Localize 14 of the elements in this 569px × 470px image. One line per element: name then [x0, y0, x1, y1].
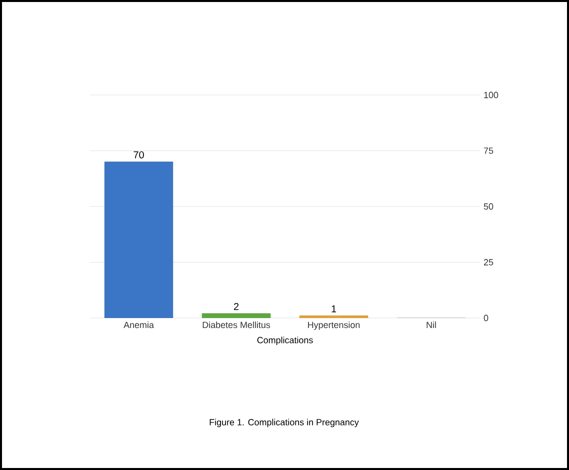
x-tick-label: Anemia	[124, 322, 154, 328]
data-label: 2	[234, 303, 239, 310]
x-tick-label: Hypertension	[308, 322, 360, 330]
x-tick-label: Diabetes Mellitus	[202, 322, 270, 328]
text: Figure 1. Complications in Pregnancy	[210, 418, 359, 428]
y-tick-label: 50	[484, 203, 494, 210]
data-label: 1	[332, 305, 336, 312]
x-axis-title: Complications	[257, 336, 313, 346]
y-tick-label: 25	[484, 259, 494, 266]
x-tick-label: Nil	[426, 322, 436, 328]
y-tick-label: 100	[484, 92, 498, 98]
y-tick-label: 0	[484, 314, 488, 322]
y-tick-label: 75	[484, 148, 494, 154]
data-label: 70	[134, 151, 144, 158]
